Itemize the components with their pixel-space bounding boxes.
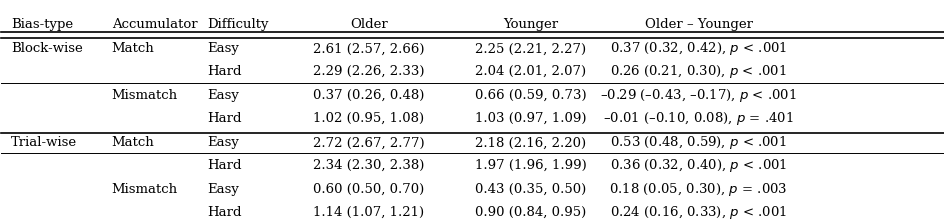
- Text: –0.29 (–0.43, –0.17), $p$ < .001: –0.29 (–0.43, –0.17), $p$ < .001: [599, 87, 796, 104]
- Text: Block-wise: Block-wise: [10, 42, 82, 55]
- Text: Match: Match: [111, 42, 154, 55]
- Text: Easy: Easy: [207, 136, 239, 149]
- Text: 2.04 (2.01, 2.07): 2.04 (2.01, 2.07): [475, 65, 586, 78]
- Text: Hard: Hard: [207, 65, 241, 78]
- Text: 2.25 (2.21, 2.27): 2.25 (2.21, 2.27): [475, 42, 586, 55]
- Text: –0.01 (–0.10, 0.08), $p$ = .401: –0.01 (–0.10, 0.08), $p$ = .401: [602, 110, 793, 127]
- Text: Difficulty: Difficulty: [207, 18, 268, 31]
- Text: 2.61 (2.57, 2.66): 2.61 (2.57, 2.66): [312, 42, 424, 55]
- Text: Easy: Easy: [207, 89, 239, 102]
- Text: Younger: Younger: [503, 18, 558, 31]
- Text: Bias-type: Bias-type: [10, 18, 73, 31]
- Text: 1.02 (0.95, 1.08): 1.02 (0.95, 1.08): [313, 112, 424, 125]
- Text: 2.29 (2.26, 2.33): 2.29 (2.26, 2.33): [312, 65, 424, 78]
- Text: 2.72 (2.67, 2.77): 2.72 (2.67, 2.77): [312, 136, 424, 149]
- Text: Hard: Hard: [207, 206, 241, 219]
- Text: 0.66 (0.59, 0.73): 0.66 (0.59, 0.73): [475, 89, 586, 102]
- Text: Hard: Hard: [207, 112, 241, 125]
- Text: 0.60 (0.50, 0.70): 0.60 (0.50, 0.70): [312, 183, 424, 196]
- Text: Mismatch: Mismatch: [111, 183, 177, 196]
- Text: 0.36 (0.32, 0.40), $p$ < .001: 0.36 (0.32, 0.40), $p$ < .001: [609, 157, 786, 174]
- Text: 0.24 (0.16, 0.33), $p$ < .001: 0.24 (0.16, 0.33), $p$ < .001: [610, 204, 786, 220]
- Text: Accumulator: Accumulator: [111, 18, 197, 31]
- Text: Match: Match: [111, 136, 154, 149]
- Text: 0.43 (0.35, 0.50): 0.43 (0.35, 0.50): [475, 183, 586, 196]
- Text: 1.03 (0.97, 1.09): 1.03 (0.97, 1.09): [475, 112, 586, 125]
- Text: 1.14 (1.07, 1.21): 1.14 (1.07, 1.21): [313, 206, 424, 219]
- Text: 0.37 (0.26, 0.48): 0.37 (0.26, 0.48): [312, 89, 424, 102]
- Text: Older – Younger: Older – Younger: [644, 18, 751, 31]
- Text: Older: Older: [349, 18, 387, 31]
- Text: 1.97 (1.96, 1.99): 1.97 (1.96, 1.99): [475, 159, 586, 172]
- Text: Mismatch: Mismatch: [111, 89, 177, 102]
- Text: Trial-wise: Trial-wise: [10, 136, 76, 149]
- Text: Easy: Easy: [207, 42, 239, 55]
- Text: Hard: Hard: [207, 159, 241, 172]
- Text: 0.26 (0.21, 0.30), $p$ < .001: 0.26 (0.21, 0.30), $p$ < .001: [610, 63, 786, 80]
- Text: 0.53 (0.48, 0.59), $p$ < .001: 0.53 (0.48, 0.59), $p$ < .001: [610, 134, 786, 151]
- Text: 0.18 (0.05, 0.30), $p$ = .003: 0.18 (0.05, 0.30), $p$ = .003: [609, 181, 787, 198]
- Text: 0.90 (0.84, 0.95): 0.90 (0.84, 0.95): [475, 206, 586, 219]
- Text: 2.18 (2.16, 2.20): 2.18 (2.16, 2.20): [475, 136, 586, 149]
- Text: 0.37 (0.32, 0.42), $p$ < .001: 0.37 (0.32, 0.42), $p$ < .001: [609, 40, 786, 57]
- Text: Easy: Easy: [207, 183, 239, 196]
- Text: 2.34 (2.30, 2.38): 2.34 (2.30, 2.38): [312, 159, 424, 172]
